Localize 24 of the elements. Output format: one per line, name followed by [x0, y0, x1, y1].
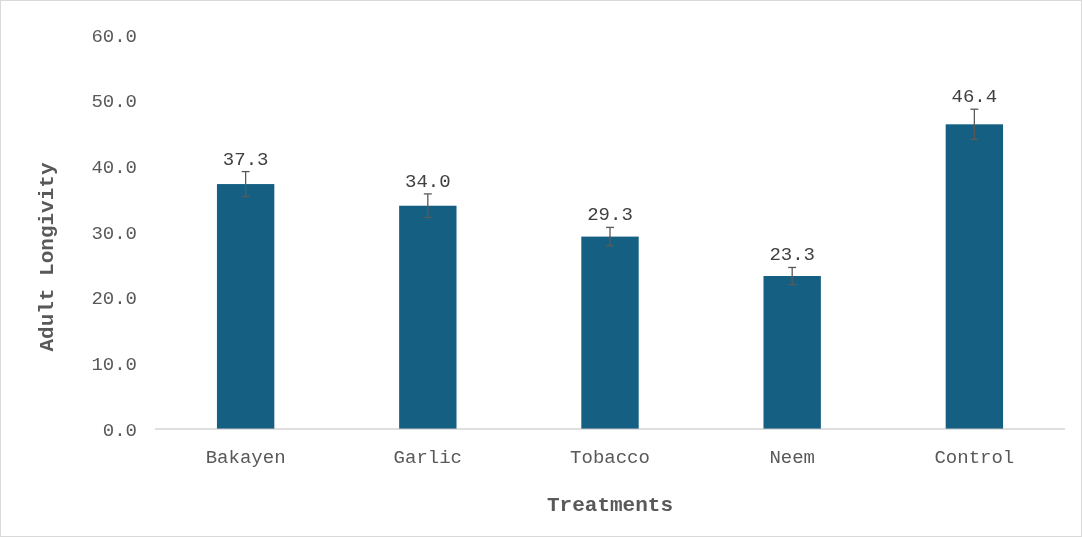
bar	[399, 205, 457, 429]
y-axis-title: Adult Longivity	[36, 162, 59, 352]
bar	[216, 184, 275, 429]
x-tick-label: Control	[934, 447, 1015, 469]
bar	[763, 276, 821, 429]
y-tick-label: 20.0	[91, 288, 137, 311]
data-label: 46.4	[951, 86, 998, 109]
y-tick-label: 60.0	[91, 25, 137, 48]
data-label: 34.0	[405, 170, 451, 193]
data-label: 29.3	[587, 204, 633, 227]
x-axis-title: Treatments	[546, 494, 674, 517]
y-tick-label: 0.0	[102, 419, 137, 442]
bar	[945, 124, 1004, 429]
y-tick-label: 50.0	[91, 91, 137, 114]
y-tick-label: 10.0	[91, 353, 137, 376]
x-tick-label: Bakayen	[205, 447, 286, 469]
x-tick-label: Garlic	[393, 447, 463, 469]
data-label: 37.3	[222, 148, 269, 171]
bar	[581, 236, 639, 429]
data-label: 23.3	[769, 244, 815, 267]
y-tick-label: 40.0	[91, 156, 137, 179]
y-tick-label: 30.0	[91, 222, 137, 245]
x-tick-label: Neem	[769, 447, 815, 469]
x-tick-label: Tobacco	[570, 447, 650, 469]
